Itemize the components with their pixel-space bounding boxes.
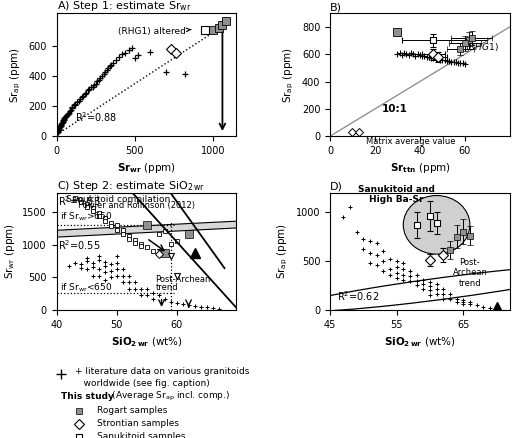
Text: Matrix average value: Matrix average value <box>366 138 455 146</box>
Text: (RHG1) altered: (RHG1) altered <box>117 27 191 36</box>
Text: R$^2$=0.55: R$^2$=0.55 <box>58 238 101 252</box>
Text: Post-Archean: Post-Archean <box>156 275 211 284</box>
Text: B): B) <box>330 2 342 12</box>
Text: if Sr$_{\mathregular{wr}}$>650: if Sr$_{\mathregular{wr}}$>650 <box>60 211 112 223</box>
Text: worldwide (see fig. caption): worldwide (see fig. caption) <box>75 379 210 388</box>
Text: $(RHG1)$: $(RHG1)$ <box>465 41 499 53</box>
Text: Sanukitoid and
High Ba-Sr: Sanukitoid and High Ba-Sr <box>358 185 435 205</box>
Ellipse shape <box>286 265 515 312</box>
X-axis label: $\mathbf{Sr_{ttn}}$ (ppm): $\mathbf{Sr_{ttn}}$ (ppm) <box>389 162 450 176</box>
Y-axis label: Sr$_{\mathregular{wr}}$ (ppm): Sr$_{\mathregular{wr}}$ (ppm) <box>3 223 17 279</box>
X-axis label: $\mathbf{SiO_{2\,wr}}$ (wt%): $\mathbf{SiO_{2\,wr}}$ (wt%) <box>111 335 182 349</box>
Text: + literature data on various granitoids: + literature data on various granitoids <box>75 367 249 376</box>
Text: R$^2$=0.62: R$^2$=0.62 <box>337 289 379 303</box>
Text: A) Step 1: estimate Sr$_{\mathregular{wr}}$: A) Step 1: estimate Sr$_{\mathregular{wr… <box>57 0 191 13</box>
Text: if Sr$_{\mathregular{wr}}$<650: if Sr$_{\mathregular{wr}}$<650 <box>60 281 112 294</box>
Y-axis label: Sr$_{\mathregular{ap}}$ (ppm): Sr$_{\mathregular{ap}}$ (ppm) <box>8 47 23 102</box>
Y-axis label: Sr$_{\mathregular{ap}}$ (ppm): Sr$_{\mathregular{ap}}$ (ppm) <box>276 223 290 279</box>
Y-axis label: Sr$_{\mathregular{ap}}$ (ppm): Sr$_{\mathregular{ap}}$ (ppm) <box>282 47 296 102</box>
Text: Rogart samples: Rogart samples <box>97 406 168 415</box>
Text: Strontian samples: Strontian samples <box>97 419 179 428</box>
Text: Post-
Archean
trend: Post- Archean trend <box>453 258 487 288</box>
Text: Sanukitoid compilation: Sanukitoid compilation <box>65 195 170 204</box>
X-axis label: $\mathbf{Sr_{wr}}$ (ppm): $\mathbf{Sr_{wr}}$ (ppm) <box>117 162 176 176</box>
Text: R$^2$=0.88: R$^2$=0.88 <box>75 110 117 124</box>
Text: trend: trend <box>156 283 178 292</box>
Ellipse shape <box>403 195 470 254</box>
Ellipse shape <box>0 195 515 265</box>
Text: This study: This study <box>61 392 114 401</box>
Text: R$^2$=0.53: R$^2$=0.53 <box>58 194 101 208</box>
Text: 10:1: 10:1 <box>382 104 407 113</box>
Text: C) Step 2: estimate SiO$_{\mathregular{2\,wr}}$: C) Step 2: estimate SiO$_{\mathregular{2… <box>57 179 205 193</box>
Text: D): D) <box>330 182 343 192</box>
Text: (Average Sr$_{\mathregular{ap}}$ incl. comp.): (Average Sr$_{\mathregular{ap}}$ incl. c… <box>109 390 230 403</box>
X-axis label: $\mathbf{SiO_{2\,wr}}$ (wt%): $\mathbf{SiO_{2\,wr}}$ (wt%) <box>384 335 456 349</box>
Text: Fowler and Rollinson (2012): Fowler and Rollinson (2012) <box>78 201 195 210</box>
Text: Sanukitoid samples: Sanukitoid samples <box>97 432 186 438</box>
